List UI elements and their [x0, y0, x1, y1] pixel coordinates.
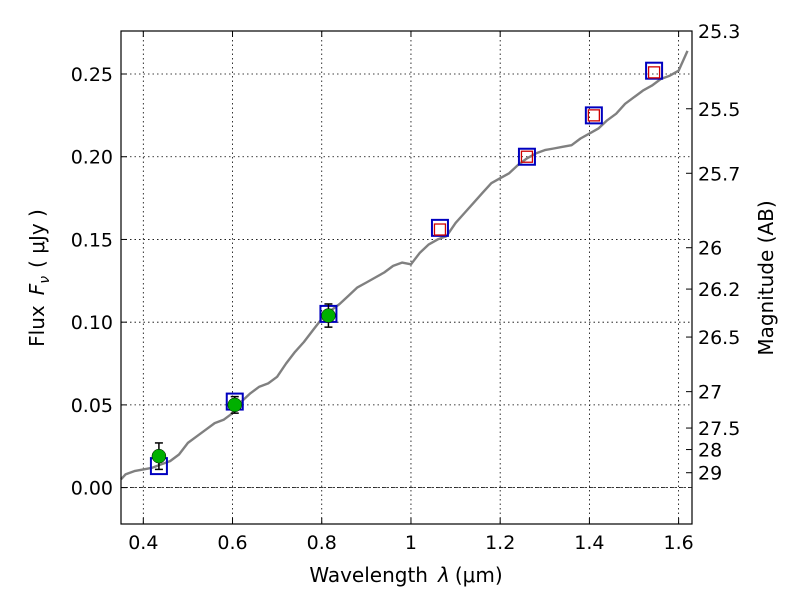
x-tick-label: 1.2 — [485, 532, 515, 554]
x-axis-label: Wavelength λ (μm) — [309, 563, 502, 587]
y2-tick-label: 28 — [698, 440, 722, 462]
series — [120, 50, 689, 481]
y2-axis-label: Magnitude (AB) — [754, 200, 778, 355]
y-tick-label: 0.25 — [71, 64, 113, 86]
y-tick-label: 0.15 — [71, 229, 113, 251]
y2-tick-label: 26 — [698, 238, 722, 260]
plot-frame — [120, 30, 693, 525]
y2-tick-label: 25.3 — [698, 21, 740, 43]
green-obs-point — [227, 397, 243, 413]
y-tick-label: 0.20 — [71, 147, 113, 169]
ticks: 0.4 0.6 0.8 1 1.2 1.4 1.6 0.00 0.05 0.10 0.15 0.20 0… — [71, 21, 741, 554]
y2-tick-label: 29 — [698, 463, 722, 485]
y-tick-label: 0.10 — [71, 312, 113, 334]
x-tick-label: 1 — [405, 532, 417, 554]
red-square-point — [647, 66, 661, 79]
green-obs-point — [151, 448, 167, 464]
y2-tick-label: 25.5 — [698, 99, 740, 121]
green-obs-point — [321, 308, 336, 323]
y2-tick-label: 27 — [698, 382, 722, 404]
y2-tick-label: 25.7 — [698, 163, 740, 185]
y-tick-label: 0.00 — [71, 478, 113, 500]
y2-tick-label: 26.5 — [698, 327, 740, 349]
blue-square-point — [517, 147, 536, 166]
x-tick-label: 0.6 — [217, 532, 247, 554]
red-square-point — [587, 109, 601, 122]
grid — [121, 31, 692, 524]
x-tick-label: 0.8 — [307, 532, 337, 554]
x-tick-label: 1.6 — [664, 532, 694, 554]
spectrum-line — [120, 50, 689, 481]
y-tick-label: 0.05 — [71, 395, 113, 417]
x-tick-label: 1.4 — [574, 532, 604, 554]
blue-square-point — [430, 218, 449, 237]
x-tick-label: 0.4 — [128, 532, 158, 554]
axis-labels: Wavelength λ (μm) FluxFν( μJy ) Magnitude … — [25, 200, 778, 587]
red-square-point — [520, 150, 534, 163]
y-axis-label: FluxFν( μJy ) — [25, 209, 53, 347]
y2-tick-label: 27.5 — [698, 418, 740, 440]
blue-square-point — [584, 106, 603, 125]
blue-square-point — [645, 61, 664, 80]
axes-frame — [120, 30, 693, 525]
y2-tick-label: 26.2 — [698, 279, 740, 301]
red-square-point — [433, 223, 447, 236]
